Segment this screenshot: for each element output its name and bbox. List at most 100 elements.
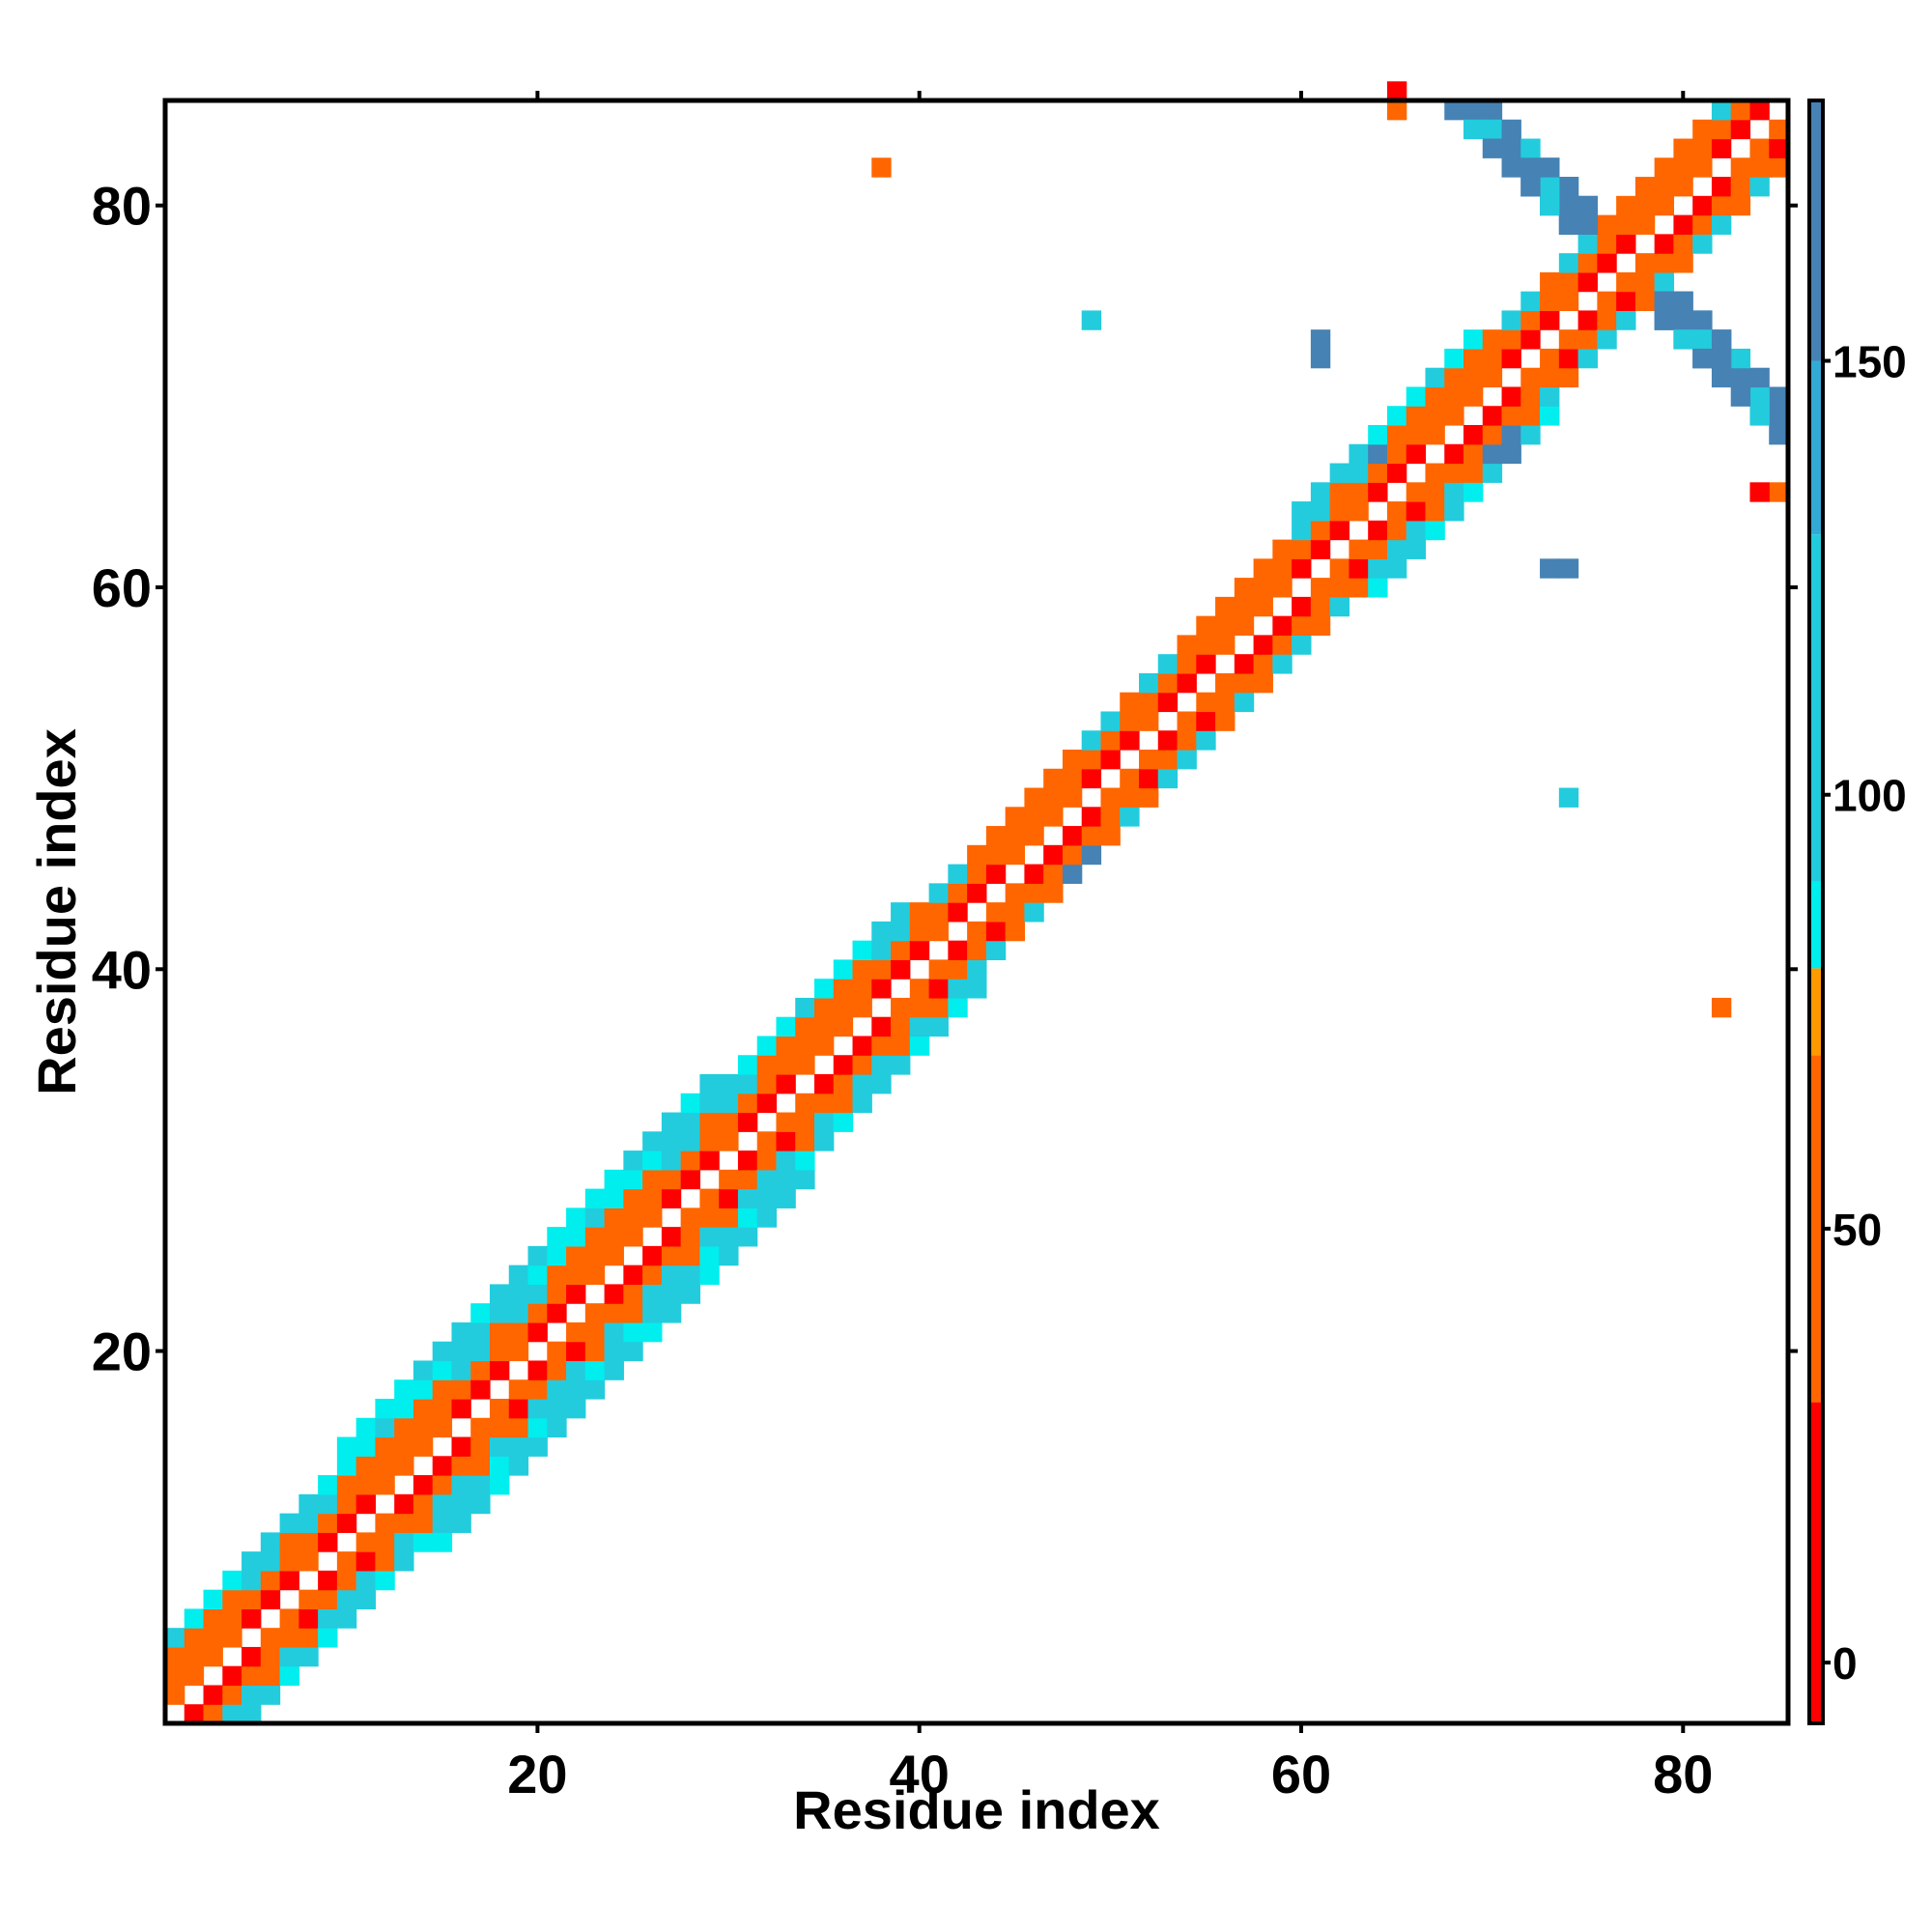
heatmap-cell [909,1016,930,1037]
heatmap-cell [1501,157,1521,178]
heatmap-cell [1310,329,1331,350]
heatmap-cell [432,1399,453,1419]
heatmap-cell [1157,672,1179,694]
heatmap-cell [1425,425,1445,445]
heatmap-cell [1292,635,1312,655]
heatmap-cell [1406,501,1427,522]
heatmap-cell [547,1264,567,1286]
heatmap-cell [1024,864,1044,884]
heatmap-cell [432,1513,453,1533]
heatmap-cell [833,1074,854,1094]
heatmap-cell [394,1436,414,1457]
heatmap-cell [432,1360,453,1380]
heatmap-cell [756,1093,778,1114]
colorbar-tick-label: 50 [1833,1205,1882,1255]
heatmap-cell [814,1036,835,1056]
heatmap-cell [470,1379,491,1400]
heatmap-cell [661,1227,682,1247]
heatmap-cell [833,1093,854,1114]
heatmap-cell [1749,100,1770,121]
heatmap-cell [1062,750,1083,770]
heatmap-cell [1386,558,1407,579]
heatmap-cell [318,1608,338,1629]
heatmap-cell [1520,367,1541,388]
heatmap-cell [1234,672,1255,694]
heatmap-cell [737,1227,758,1247]
heatmap-cell [756,1131,778,1151]
heatmap-cell [737,1112,758,1132]
heatmap-cell [661,1303,682,1323]
heatmap-cell [451,1321,471,1343]
heatmap-cell [1463,367,1484,388]
heatmap-cell [1177,730,1197,751]
heatmap-cell [1501,138,1521,158]
heatmap-cell [1558,214,1579,235]
heatmap-cell [814,997,835,1018]
heatmap-cell [1540,195,1560,216]
heatmap-cell [948,940,968,961]
heatmap-cell [1482,406,1503,426]
heatmap-cell [623,1341,643,1362]
heatmap-cell [928,902,949,923]
heatmap-cell [490,1341,510,1362]
heatmap-cell [1711,119,1732,140]
heatmap-cell [1368,520,1388,541]
heatmap-cell [355,1551,377,1572]
heatmap-cell [852,1093,872,1114]
heatmap-cell [1139,711,1159,731]
heatmap-cell [814,979,835,999]
heatmap-cell [508,1399,529,1419]
heatmap-cell [508,1321,529,1343]
heatmap-cell [1253,578,1273,598]
heatmap-cell [909,1036,930,1056]
heatmap-cell [336,1436,357,1457]
heatmap-cell [260,1685,281,1705]
heatmap-cell [508,1284,529,1304]
heatmap-cell [1692,157,1713,178]
heatmap-cell [1501,329,1521,350]
heatmap-cell [1597,253,1617,273]
heatmap-cell [584,1379,606,1400]
heatmap-cell [1043,768,1064,789]
heatmap-cell [795,1093,815,1114]
heatmap-cell [1253,558,1273,579]
heatmap-cell [985,902,1007,923]
heatmap-cell [1769,406,1789,426]
heatmap-cell [1654,195,1675,216]
heatmap-cell [1711,997,1732,1018]
heatmap-cell [1043,844,1064,866]
heatmap-cell [1520,291,1541,312]
heatmap-cell [490,1475,510,1495]
heatmap-cell [222,1608,242,1629]
heatmap-cell [165,1628,185,1648]
heatmap-cell [1157,692,1179,713]
heatmap-cell [1692,138,1713,158]
heatmap-cell [928,921,949,942]
heatmap-cell [432,1493,453,1515]
heatmap-cell [165,1665,185,1687]
heatmap-cell [1444,406,1464,426]
heatmap-cell [909,979,930,999]
heatmap-cell [1692,329,1713,350]
heatmap-cell [1292,558,1312,579]
heatmap-cell [1577,348,1598,369]
heatmap-cell [1730,157,1751,178]
heatmap-cell [1463,386,1484,407]
heatmap-cell [432,1456,453,1476]
heatmap-cell [1120,787,1140,808]
heatmap-cell [566,1245,586,1266]
heatmap-cell [394,1399,414,1419]
heatmap-cell [1577,195,1598,216]
heatmap-cell [1692,234,1713,254]
heatmap-cell [1634,271,1656,293]
heatmap-cell [1540,367,1560,388]
heatmap-cell [1558,367,1579,388]
heatmap-cell [1501,119,1521,140]
heatmap-cell [490,1399,510,1419]
heatmap-cell [1616,291,1636,312]
heatmap-cell [1749,177,1770,197]
heatmap-cell [412,1379,434,1400]
heatmap-cell [1425,386,1445,407]
heatmap-cell [967,979,987,999]
heatmap-cell [1749,482,1770,502]
